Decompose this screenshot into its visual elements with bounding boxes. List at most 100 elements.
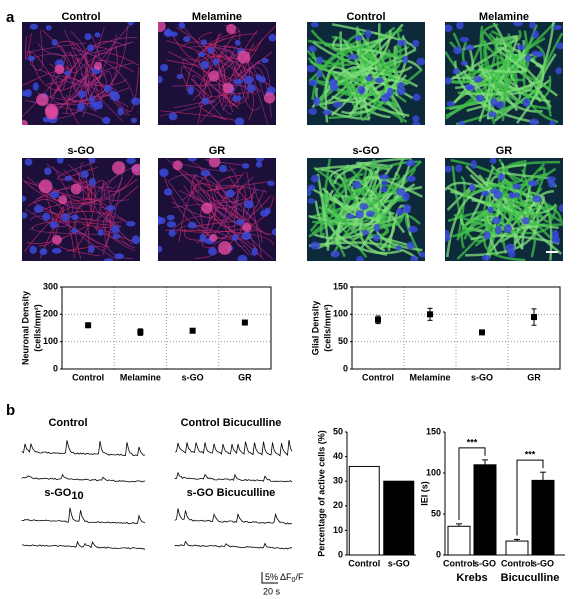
bar xyxy=(447,525,471,556)
nucleus xyxy=(29,245,37,254)
fiber xyxy=(253,182,264,210)
nucleus xyxy=(208,247,217,256)
nucleus xyxy=(22,195,27,202)
fiber xyxy=(199,32,237,88)
x-tick-label: s-GO xyxy=(532,558,554,568)
fiber xyxy=(33,166,73,217)
nucleus xyxy=(243,200,254,209)
nucleus xyxy=(460,60,468,66)
nucleus xyxy=(528,180,538,187)
significance-bracket xyxy=(516,459,544,536)
nucleus xyxy=(24,89,33,98)
micrograph xyxy=(445,22,563,125)
nucleus xyxy=(410,255,419,261)
fiber xyxy=(356,161,390,171)
x-tick-label: s-GO xyxy=(474,558,496,568)
fiber xyxy=(499,181,545,220)
fiber xyxy=(25,197,70,227)
nucleus xyxy=(405,159,416,167)
nucleus xyxy=(445,77,453,85)
nucleus xyxy=(44,167,52,176)
fiber xyxy=(477,64,543,113)
fiber xyxy=(453,70,492,122)
y-tick-label: 50 xyxy=(431,508,441,518)
fiber xyxy=(457,182,510,239)
nucleus xyxy=(481,190,490,197)
soma xyxy=(208,70,220,82)
soma xyxy=(22,119,28,125)
fiber xyxy=(342,29,392,78)
nucleus xyxy=(27,55,36,62)
fiber xyxy=(522,24,559,124)
nucleus xyxy=(416,57,425,66)
micrograph xyxy=(307,158,425,261)
nucleus xyxy=(532,195,542,203)
image-label: GR xyxy=(496,145,513,157)
fiber xyxy=(27,199,75,259)
fiber xyxy=(528,191,553,261)
y-axis-label: (cells/mm²) xyxy=(322,304,332,352)
fiber xyxy=(380,54,403,79)
nucleus xyxy=(271,228,276,236)
nucleus xyxy=(51,247,62,254)
fiber xyxy=(337,234,402,255)
nucleus xyxy=(96,100,104,110)
nucleus xyxy=(187,158,197,162)
nucleus xyxy=(168,112,178,121)
fiber xyxy=(490,67,507,122)
nucleus xyxy=(235,219,245,225)
panel-label: a xyxy=(6,9,15,26)
fiber xyxy=(464,45,475,72)
nucleus xyxy=(117,107,124,116)
nucleus xyxy=(24,158,33,166)
fiber xyxy=(24,206,90,254)
fiber xyxy=(205,30,248,60)
fiber xyxy=(172,84,261,93)
fiber xyxy=(488,163,546,259)
fiber xyxy=(496,46,528,72)
x-tick-label: GR xyxy=(238,372,252,382)
fiber xyxy=(197,33,223,125)
nucleus xyxy=(310,241,320,250)
fiber xyxy=(126,67,140,112)
nucleus xyxy=(497,173,505,182)
fiber xyxy=(337,204,352,250)
fiber xyxy=(85,170,93,212)
nucleus xyxy=(251,247,258,256)
fiber xyxy=(519,172,552,239)
nucleus xyxy=(187,221,197,229)
trace xyxy=(21,507,146,525)
fiber xyxy=(216,46,234,62)
nucleus xyxy=(42,212,51,221)
nucleus xyxy=(490,97,498,107)
nucleus xyxy=(352,180,361,189)
nucleus xyxy=(362,230,369,236)
scale-label: 5% ΔF0/F xyxy=(265,572,304,583)
fiber xyxy=(373,187,387,230)
fiber xyxy=(31,226,105,235)
nucleus xyxy=(261,57,269,64)
fiber xyxy=(53,40,90,92)
nucleus xyxy=(445,234,451,242)
fiber xyxy=(362,41,404,124)
nucleus xyxy=(330,250,340,258)
fiber xyxy=(168,27,220,61)
bar xyxy=(473,464,497,556)
nucleus xyxy=(380,94,390,103)
fiber xyxy=(191,161,228,244)
nucleus xyxy=(452,67,460,75)
fiber xyxy=(483,40,552,110)
fiber xyxy=(102,191,121,256)
x-tick-label: Melamine xyxy=(120,372,161,382)
fiber xyxy=(65,41,127,115)
micrograph xyxy=(158,22,276,125)
nucleus xyxy=(445,165,452,173)
nucleus xyxy=(241,231,252,240)
fiber xyxy=(33,199,112,248)
nucleus xyxy=(103,85,112,93)
fiber xyxy=(71,47,135,101)
nucleus xyxy=(159,168,169,177)
nucleus xyxy=(396,86,406,96)
y-tick-label: 30 xyxy=(333,476,343,486)
nucleus xyxy=(354,35,363,41)
